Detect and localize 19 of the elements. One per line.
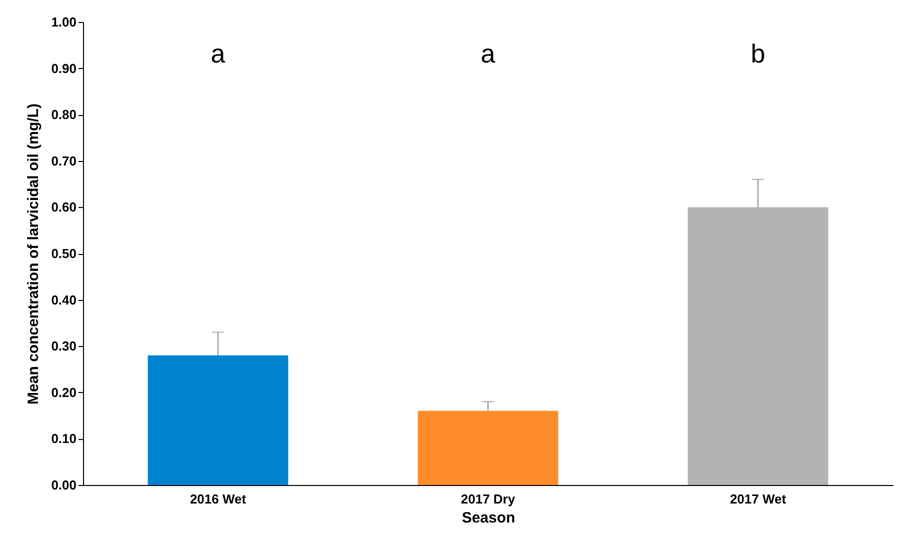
- x-tick-label: 2017 Wet: [730, 492, 787, 506]
- y-tick-label: 0.50: [51, 246, 76, 261]
- annotation: a: [480, 38, 496, 68]
- y-tick-label: 0.10: [51, 431, 76, 446]
- x-axis-title: Season: [462, 510, 516, 526]
- y-axis-title: Mean concentration of larvicidal oil (mg/L): [25, 104, 42, 404]
- y-tick-label: 0.20: [51, 384, 76, 400]
- y-tick-label: 0.40: [51, 292, 76, 308]
- annotation: a: [210, 38, 226, 68]
- y-tick-label: 0.60: [51, 200, 76, 215]
- y-tick-label: 0.00: [51, 478, 76, 492]
- y-tick-label: 1.00: [51, 14, 76, 30]
- x-tick-label: 2017 Dry: [460, 492, 516, 506]
- y-tick-label: 0.30: [51, 338, 76, 354]
- y-tick-label: 0.80: [51, 107, 76, 122]
- y-tick-label: 0.90: [51, 60, 76, 76]
- y-tick-label: 0.70: [51, 153, 76, 168]
- annotation: b: [750, 38, 766, 68]
- x-tick-label: 2016 Wet: [190, 492, 247, 506]
